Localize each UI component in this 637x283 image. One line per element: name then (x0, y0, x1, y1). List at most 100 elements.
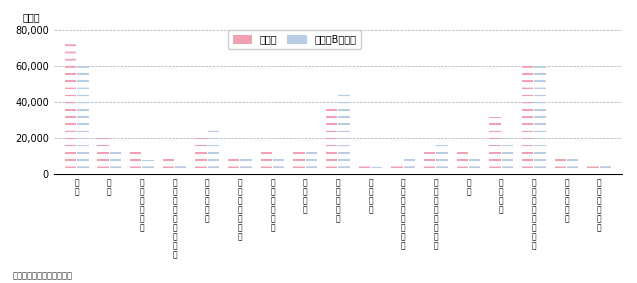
Circle shape (0, 83, 637, 86)
Circle shape (0, 104, 637, 108)
Circle shape (0, 169, 637, 173)
Circle shape (0, 61, 637, 65)
Circle shape (0, 119, 637, 122)
Circle shape (0, 140, 637, 144)
Circle shape (0, 112, 637, 115)
Circle shape (0, 83, 637, 86)
Circle shape (0, 169, 637, 173)
Circle shape (0, 119, 637, 122)
Circle shape (0, 126, 637, 130)
Circle shape (0, 169, 637, 173)
Bar (208, 130, 219, 174)
Circle shape (0, 61, 637, 65)
Circle shape (0, 162, 637, 165)
Circle shape (0, 119, 637, 122)
Bar (228, 154, 240, 174)
Bar (77, 61, 89, 174)
Circle shape (0, 140, 637, 144)
Circle shape (0, 155, 637, 158)
Circle shape (0, 155, 637, 158)
Circle shape (0, 69, 637, 72)
Circle shape (0, 112, 637, 115)
Circle shape (0, 169, 637, 173)
Circle shape (0, 162, 637, 165)
Circle shape (0, 169, 637, 173)
Bar (338, 90, 350, 174)
Circle shape (0, 162, 637, 165)
Bar (522, 66, 533, 174)
Circle shape (0, 83, 637, 86)
Bar (196, 132, 207, 174)
Bar (175, 161, 187, 174)
Circle shape (0, 126, 637, 130)
Circle shape (0, 147, 637, 151)
Circle shape (0, 169, 637, 173)
Circle shape (0, 162, 637, 165)
Circle shape (0, 162, 637, 165)
Bar (359, 162, 370, 174)
Circle shape (0, 162, 637, 165)
Circle shape (0, 147, 637, 151)
Bar (261, 149, 272, 174)
Circle shape (0, 97, 637, 101)
Legend: 大都市, 小都市B・町村: 大都市, 小都市B・町村 (228, 30, 361, 50)
Bar (130, 151, 141, 174)
Bar (306, 152, 317, 174)
Circle shape (0, 169, 637, 173)
Circle shape (0, 162, 637, 165)
Circle shape (0, 169, 637, 173)
Circle shape (0, 155, 637, 158)
Circle shape (0, 155, 637, 158)
Circle shape (0, 169, 637, 173)
Circle shape (0, 169, 637, 173)
Bar (489, 117, 501, 174)
Circle shape (0, 104, 637, 108)
Bar (469, 159, 480, 174)
Circle shape (0, 147, 637, 151)
Circle shape (0, 126, 637, 130)
Bar (371, 167, 382, 174)
Circle shape (0, 169, 637, 173)
Circle shape (0, 169, 637, 173)
Circle shape (0, 104, 637, 108)
Circle shape (0, 40, 637, 43)
Circle shape (0, 147, 637, 151)
Circle shape (0, 54, 637, 58)
Circle shape (0, 162, 637, 165)
Circle shape (0, 169, 637, 173)
Circle shape (0, 76, 637, 79)
Circle shape (0, 169, 637, 173)
Bar (599, 161, 611, 174)
Circle shape (0, 162, 637, 165)
Circle shape (0, 140, 637, 144)
Circle shape (0, 104, 637, 108)
Circle shape (0, 90, 637, 94)
Circle shape (0, 169, 637, 173)
Circle shape (0, 162, 637, 165)
Circle shape (0, 112, 637, 115)
Circle shape (0, 169, 637, 173)
Circle shape (0, 97, 637, 101)
Circle shape (0, 140, 637, 144)
Circle shape (0, 69, 637, 72)
Y-axis label: （円）: （円） (22, 12, 40, 22)
Bar (326, 105, 338, 174)
Circle shape (0, 155, 637, 158)
Circle shape (0, 83, 637, 86)
Circle shape (0, 140, 637, 144)
Circle shape (0, 76, 637, 79)
Circle shape (0, 133, 637, 137)
Circle shape (0, 147, 637, 151)
Circle shape (0, 112, 637, 115)
Circle shape (0, 169, 637, 173)
Circle shape (0, 76, 637, 79)
Circle shape (0, 69, 637, 72)
Circle shape (0, 112, 637, 115)
Circle shape (0, 155, 637, 158)
Circle shape (0, 162, 637, 165)
Circle shape (0, 147, 637, 151)
Circle shape (0, 162, 637, 165)
Bar (97, 136, 109, 174)
Circle shape (0, 140, 637, 144)
Circle shape (0, 162, 637, 165)
